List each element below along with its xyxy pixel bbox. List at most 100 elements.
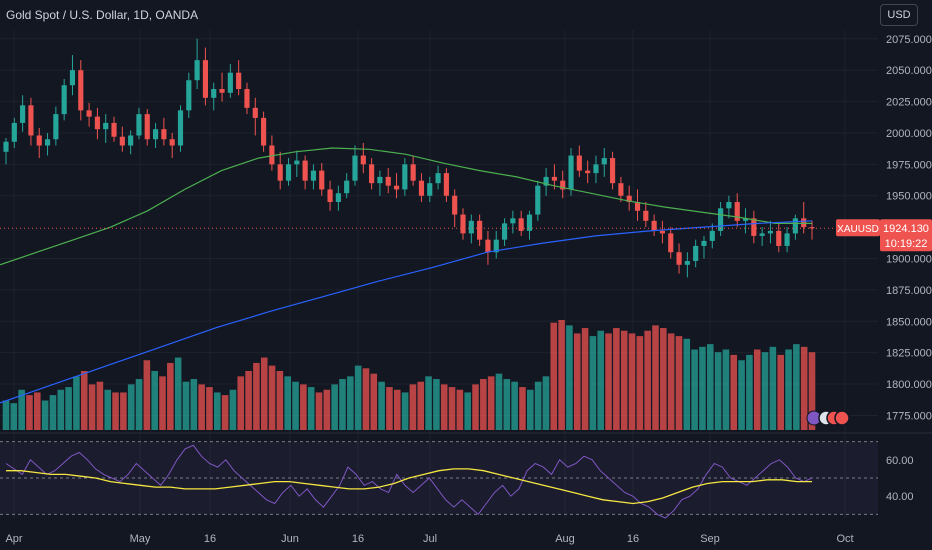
candle-body: [651, 220, 657, 231]
volume-bar: [534, 381, 542, 430]
volume-bar: [292, 381, 299, 430]
candle-body: [468, 220, 474, 234]
symbol-label: XAUUSD: [837, 224, 879, 235]
candle-body: [277, 164, 283, 181]
volume-bar: [167, 362, 174, 430]
candle-body: [186, 80, 192, 111]
candle-body: [526, 214, 533, 231]
rsi-tick-label: 40.00: [886, 491, 914, 503]
time-tick-label: 16: [627, 533, 639, 545]
volume-bar: [284, 376, 291, 430]
volume-bar: [636, 336, 644, 430]
candle-body: [211, 89, 217, 98]
currency-button[interactable]: USD: [880, 4, 918, 26]
volume-bar: [597, 330, 605, 430]
candle-body: [202, 60, 208, 98]
candle-body: [485, 239, 491, 253]
volume-bar: [487, 376, 495, 430]
candle-body: [676, 252, 682, 265]
volume-bar: [323, 389, 331, 430]
candle-body: [776, 230, 782, 246]
time-axis[interactable]: Apr May 16 Jun 16 Jul Aug 16 Sep Oct: [5, 533, 853, 545]
volume-bar: [753, 349, 761, 430]
candle-body: [385, 176, 391, 186]
candle-body: [144, 114, 150, 140]
time-tick-label: 16: [352, 533, 364, 545]
volume-bar: [213, 392, 221, 430]
volume-bar: [88, 384, 96, 430]
volume-bar: [104, 389, 112, 430]
event-badges[interactable]: [806, 410, 850, 426]
candle-body: [443, 173, 449, 196]
candle-body: [28, 105, 34, 136]
volume-bar: [550, 322, 558, 430]
candle-body: [285, 164, 292, 181]
candle-body: [718, 208, 724, 231]
volume-bar: [722, 349, 730, 430]
price-tick-label: 1850.000: [886, 316, 932, 328]
time-tick-label: Sep: [700, 533, 720, 545]
volume-bar: [527, 389, 534, 430]
candle-body: [684, 261, 690, 265]
candle-body: [726, 202, 732, 209]
candle-body: [418, 180, 425, 196]
candle-body: [493, 239, 499, 253]
candle-body: [610, 158, 616, 184]
volume-bar: [793, 344, 800, 430]
volume-bar: [237, 376, 245, 430]
candle-body: [136, 114, 142, 136]
candle-body: [169, 139, 175, 146]
time-tick-label: Aug: [555, 533, 575, 545]
volume-bar: [660, 328, 667, 430]
candle-body: [759, 233, 765, 236]
candle-body: [742, 218, 749, 221]
event-flag-icon[interactable]: [834, 410, 850, 426]
candle-body: [568, 155, 574, 190]
candle-body: [11, 122, 17, 142]
volume-bar: [331, 384, 338, 430]
candle-body: [78, 70, 84, 111]
volume-bar: [49, 395, 57, 430]
volume-bar: [245, 370, 252, 430]
price-tick-label: 1825.000: [886, 348, 932, 360]
volume-bar: [714, 352, 722, 430]
candle-body: [626, 195, 632, 203]
candle-body: [460, 214, 466, 234]
candle-body: [344, 180, 350, 194]
candle-body: [119, 136, 125, 146]
price-tick-label: 2025.000: [886, 97, 932, 109]
price-axis[interactable]: 2075.000 2050.000 2025.000 2000.000 1975.000…: [886, 34, 932, 423]
candle-body: [501, 223, 508, 240]
candle-body: [161, 129, 167, 140]
candle-body: [402, 164, 408, 190]
candle-body: [327, 189, 333, 203]
price-tick-label: 1975.000: [886, 159, 932, 171]
candle-body: [393, 185, 400, 190]
candle-body: [111, 122, 117, 137]
candle-body: [302, 160, 308, 181]
volume-bar: [761, 352, 769, 430]
volume-bar: [120, 392, 127, 430]
volume-bar: [65, 387, 72, 430]
volume-bar: [800, 346, 808, 430]
overlays: XAUUSD 1924.130 10:19:22: [0, 147, 932, 404]
volume-bar: [472, 384, 479, 430]
volume-bar: [268, 365, 276, 430]
candle-body: [510, 218, 516, 224]
volume-bar: [652, 325, 659, 430]
volume-bar: [440, 384, 448, 430]
volume-bar: [769, 346, 777, 430]
candle-body: [44, 139, 51, 146]
candle-body: [319, 170, 325, 190]
volume-bar: [573, 333, 581, 430]
volume-bar: [386, 387, 393, 430]
candle-body: [585, 170, 591, 174]
candle-body: [86, 110, 92, 117]
candle-body: [784, 233, 790, 246]
volume-bar: [620, 330, 628, 430]
volume-bar: [699, 346, 706, 430]
volume-bar: [589, 336, 597, 430]
candle-body: [593, 164, 599, 174]
volume-bar: [73, 376, 80, 430]
